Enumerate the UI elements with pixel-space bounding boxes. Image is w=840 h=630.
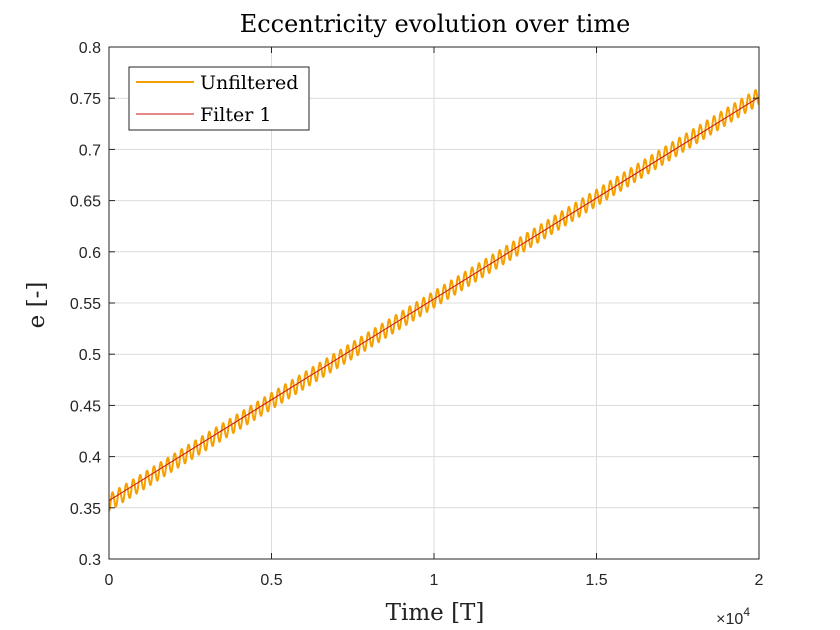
tick-labels: 0 0.5 1 1.5 2 0.3 0.35 0.4 0.45 0.5 0.55 0.6 0.65 0.7… xyxy=(70,40,764,589)
y-tick-label: 0.3 xyxy=(79,552,101,569)
y-tick-label: 0.35 xyxy=(70,501,101,518)
series-filter-1-line xyxy=(109,96,759,502)
y-axis-label: e [-] xyxy=(24,282,50,329)
legend: Unfiltered Filter 1 xyxy=(128,66,310,131)
y-tick-label: 0.5 xyxy=(79,347,101,364)
y-tick-label: 0.6 xyxy=(79,245,101,262)
legend-label-unfiltered: Unfiltered xyxy=(200,72,298,94)
tick-marks xyxy=(108,46,760,560)
x-tick-label: 0.5 xyxy=(260,572,282,589)
x-multiplier-exponent: 4 xyxy=(743,605,750,619)
x-tick-label: 2 xyxy=(755,572,764,589)
y-tick-label: 0.55 xyxy=(70,296,101,313)
y-tick-label: 0.65 xyxy=(70,194,101,211)
series-layer xyxy=(109,89,759,512)
series-unfiltered-line xyxy=(109,89,759,512)
y-tick-label: 0.75 xyxy=(70,91,101,108)
x-tick-label: 1.5 xyxy=(585,572,607,589)
y-tick-label: 0.8 xyxy=(79,40,101,57)
x-axis-label: Time [T] xyxy=(386,600,485,626)
x-tick-label: 0 xyxy=(105,572,114,589)
legend-box xyxy=(128,66,310,131)
y-tick-label: 0.4 xyxy=(79,450,101,467)
y-tick-label: 0.7 xyxy=(79,142,101,159)
legend-label-filter-1: Filter 1 xyxy=(200,104,271,126)
x-axis-multiplier: ×104 xyxy=(716,605,750,628)
x-multiplier-times: × xyxy=(716,611,725,628)
x-multiplier-base: 10 xyxy=(726,611,744,628)
y-tick-label: 0.45 xyxy=(70,398,101,415)
chart-title: Eccentricity evolution over time xyxy=(240,10,631,38)
x-tick-label: 1 xyxy=(430,572,439,589)
